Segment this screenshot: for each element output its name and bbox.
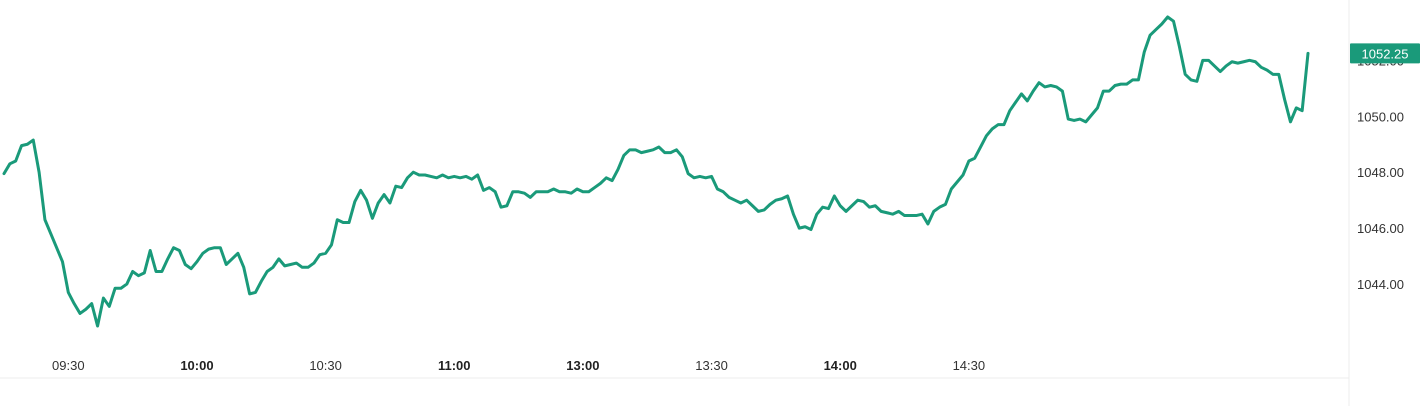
last-price-tag-background <box>1350 43 1420 64</box>
x-tick-label: 11:00 <box>438 358 471 373</box>
y-tick-label: 1044.00 <box>1357 277 1404 292</box>
x-tick-label: 13:30 <box>695 358 728 373</box>
x-axis-ticks: 09:30 10:00 10:30 11:00 13:00 13:30 14:00 14:30 <box>52 358 985 373</box>
x-tick-label: 10:00 <box>180 358 213 373</box>
last-price-tag: 1052.25 <box>1350 43 1420 64</box>
x-tick-label: 13:00 <box>566 358 599 373</box>
x-tick-label: 10:30 <box>309 358 342 373</box>
plot-background <box>0 0 1349 380</box>
y-tick-label: 1046.00 <box>1357 221 1404 236</box>
y-tick-label: 1050.00 <box>1357 109 1404 124</box>
x-tick-label: 09:30 <box>52 358 85 373</box>
series-line <box>2 15 1310 328</box>
x-tick-label: 14:00 <box>824 358 857 373</box>
x-tick-label: 14:30 <box>953 358 986 373</box>
last-price-label: 1052.25 <box>1362 46 1409 61</box>
y-tick-label: 1048.00 <box>1357 165 1404 180</box>
